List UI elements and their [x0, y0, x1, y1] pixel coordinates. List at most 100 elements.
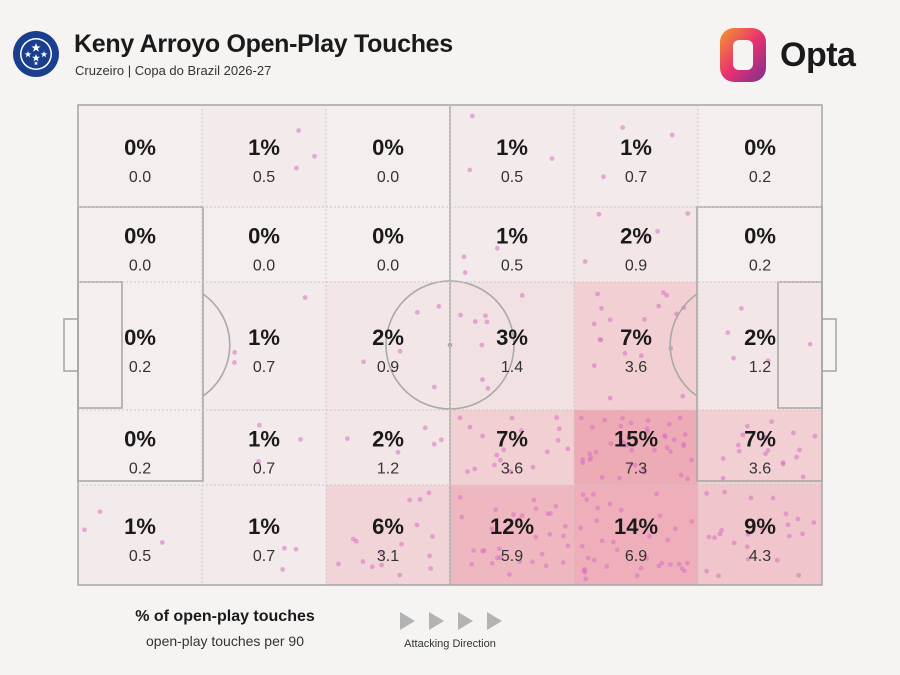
touch-dot: [664, 292, 669, 298]
cell-per90-label: 3.6: [749, 461, 771, 478]
touch-dot: [672, 526, 678, 532]
touch-dot: [361, 359, 366, 365]
cell-percent-label: 2%: [744, 325, 776, 350]
touch-dot: [785, 522, 791, 528]
cell-per90-label: 3.1: [377, 548, 399, 565]
cell-per90-label: 0.9: [377, 359, 399, 376]
cell-per90-label: 5.9: [501, 548, 523, 565]
touch-dot: [614, 547, 620, 553]
heatmap-cell: [78, 105, 202, 207]
touch-dot: [744, 544, 750, 550]
cell-percent-label: 2%: [620, 224, 652, 249]
cell-percent-label: 2%: [372, 325, 404, 350]
touch-dot: [583, 576, 589, 582]
cell-per90-label: 1.2: [377, 461, 399, 478]
cell-per90-label: 0.9: [625, 258, 647, 275]
touch-dot: [634, 573, 640, 579]
touch-dot: [232, 360, 237, 365]
touch-dot: [720, 475, 726, 481]
touch-dot: [763, 451, 768, 457]
touch-dot: [485, 385, 491, 391]
touch-dot: [555, 437, 561, 443]
touch-dot: [97, 509, 103, 515]
touch-dot: [593, 449, 599, 455]
touch-dot: [599, 538, 605, 544]
legend-subtitle: open-play touches per 90: [146, 633, 304, 649]
touch-dot: [735, 442, 741, 448]
touch-dot: [760, 526, 765, 532]
cell-percent-label: 15%: [614, 427, 658, 452]
touch-dot: [624, 443, 629, 449]
touch-dot: [483, 313, 488, 319]
touch-dot: [681, 443, 687, 449]
touch-dot: [414, 522, 420, 528]
touch-dot: [644, 555, 650, 561]
touch-dot: [508, 469, 514, 474]
touch-dot: [765, 358, 771, 364]
touch-dot: [760, 434, 766, 440]
touch-dot: [407, 497, 413, 503]
touch-dot: [604, 564, 610, 569]
cell-percent-label: 0%: [744, 224, 776, 249]
touch-dot: [656, 563, 662, 569]
touch-dot: [544, 449, 550, 455]
cell-percent-label: 7%: [744, 427, 776, 452]
cell-percent-label: 0%: [248, 224, 280, 249]
touch-dot: [232, 349, 238, 355]
touch-dot: [797, 447, 802, 453]
touch-dot: [585, 555, 591, 561]
touch-dot: [397, 348, 403, 354]
touch-dot: [790, 430, 796, 436]
cell-per90-label: 0.7: [253, 548, 275, 565]
touch-dot: [431, 384, 437, 390]
touch-dot: [430, 534, 435, 539]
touch-dot: [591, 363, 597, 369]
touch-dot: [509, 415, 515, 421]
touch-dot: [531, 497, 537, 503]
touch-dot: [682, 432, 688, 438]
touch-dot: [667, 562, 673, 568]
touch-dot: [646, 533, 652, 539]
touch-dot: [565, 446, 571, 452]
cell-percent-label: 1%: [496, 224, 528, 249]
heatmap-cell: [326, 282, 450, 410]
touch-dot: [480, 433, 486, 439]
touch-dot: [666, 421, 672, 427]
attacking-direction-arrows-icon: [400, 612, 502, 630]
cell-percent-label: 7%: [496, 427, 528, 452]
touch-dot: [467, 424, 473, 430]
touch-dot: [422, 425, 428, 431]
touch-dot: [712, 535, 717, 540]
page-subtitle: Cruzeiro | Copa do Brazil 2026-27: [75, 63, 272, 78]
heatmap-cell: [450, 207, 574, 282]
touch-dot: [280, 567, 286, 572]
touch-dot: [554, 415, 560, 420]
touch-dot: [807, 341, 813, 347]
touch-dot: [481, 547, 487, 553]
touch-dot: [580, 492, 586, 498]
touch-dot: [560, 533, 566, 539]
touch-dot: [565, 543, 571, 549]
heatmap-cell: [574, 485, 698, 585]
cell-per90-label: 0.2: [749, 169, 771, 186]
heatmap-cell: [202, 282, 326, 410]
heatmap-cell: [78, 485, 202, 585]
touch-dot: [656, 303, 662, 309]
touch-dot: [783, 511, 789, 517]
touch-dot: [665, 537, 671, 543]
touch-dot: [676, 561, 682, 567]
cell-per90-label: 0.7: [253, 359, 275, 376]
touch-dot: [689, 457, 694, 463]
touch-dot: [517, 559, 523, 565]
touch-dot: [617, 475, 622, 481]
cell-percent-label: 0%: [372, 224, 404, 249]
cell-per90-label: 7.3: [625, 461, 647, 478]
touch-dot: [678, 472, 684, 478]
cell-per90-label: 0.2: [129, 359, 151, 376]
touch-dot: [595, 291, 601, 297]
touch-dot: [548, 511, 553, 516]
touch-dot: [765, 448, 771, 453]
touch-dot: [562, 523, 568, 529]
touch-dot: [736, 448, 742, 454]
touch-dot: [471, 548, 476, 553]
